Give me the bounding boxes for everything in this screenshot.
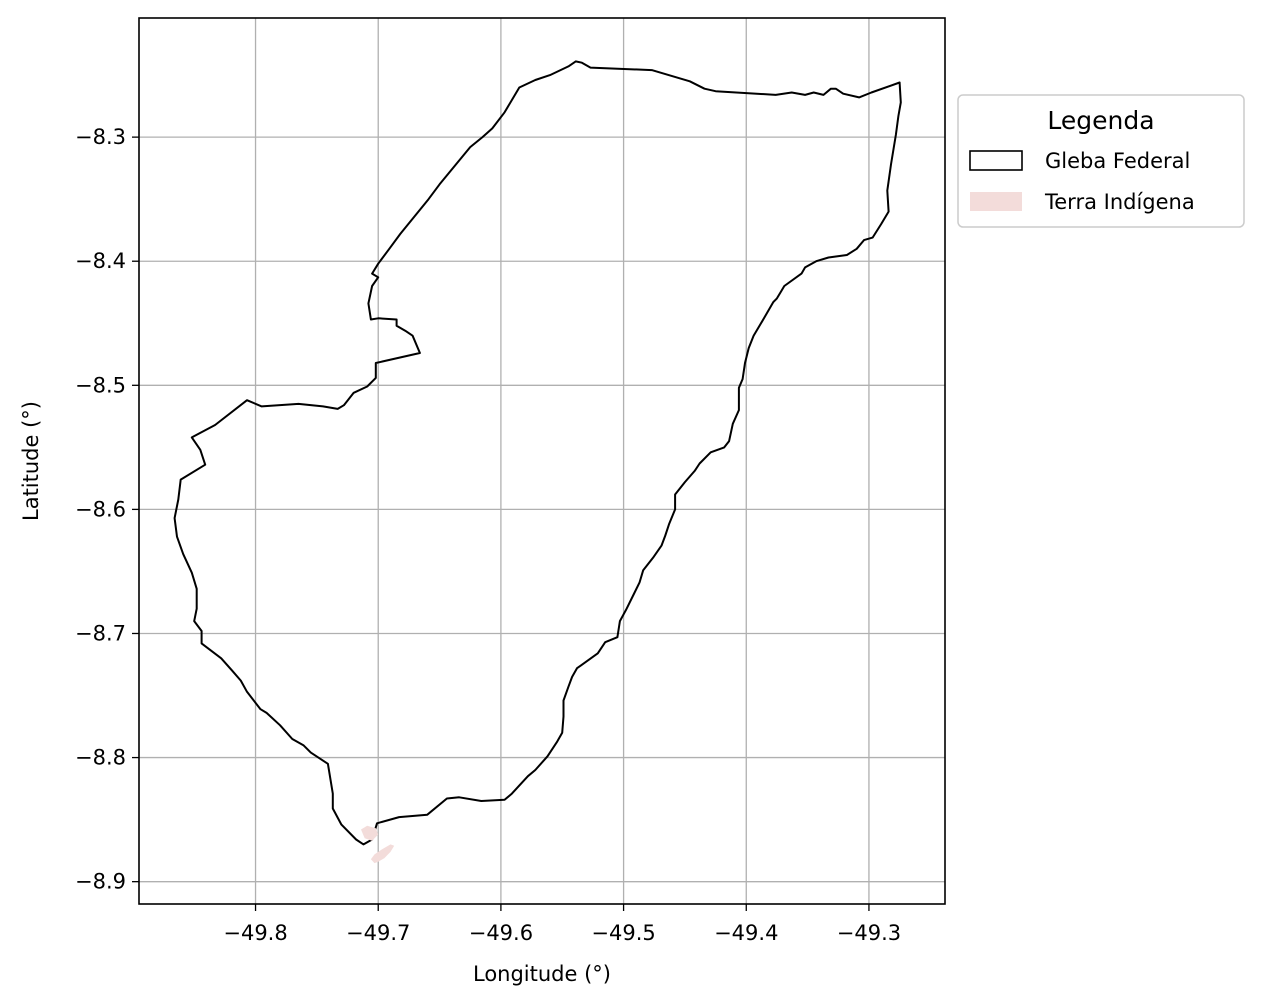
map-polygons: [173, 60, 902, 864]
terra-indigena-polygon: [370, 844, 395, 864]
gleba-federal-outline: [173, 60, 902, 846]
legend-swatch-gleba-federal: [969, 150, 1023, 171]
y-tick-label: −8.9: [75, 870, 126, 894]
y-tick-label: −8.7: [75, 621, 126, 645]
x-tick-label: −49.8: [223, 921, 287, 945]
legend-label-terra-indigena: Terra Indígena: [1044, 190, 1195, 214]
x-tick-label: −49.7: [346, 921, 410, 945]
y-tick-label: −8.6: [75, 497, 126, 521]
grid-lines: [139, 18, 945, 904]
y-tick-label: −8.4: [75, 249, 126, 273]
x-tick-label: −49.4: [714, 921, 778, 945]
y-tick-label: −8.5: [75, 373, 126, 397]
x-tick-label: −49.6: [469, 921, 533, 945]
legend: Legenda Gleba Federal Terra Indígena: [957, 94, 1245, 228]
x-tick-label: −49.3: [837, 921, 901, 945]
legend-frame: [957, 94, 1245, 228]
legend-title: Legenda: [1047, 106, 1154, 135]
terra-indigena-polygon: [361, 825, 379, 841]
y-tick-label: −8.3: [75, 125, 126, 149]
axis-ticks: −49.8 −49.7 −49.6 −49.5 −49.4 −49.3 −8.3 −8.4 −8…: [75, 125, 901, 945]
axes-frame: [138, 17, 946, 905]
x-tick-label: −49.5: [591, 921, 655, 945]
x-axis-label: Longitude (°): [473, 962, 611, 986]
y-tick-label: −8.8: [75, 746, 126, 770]
legend-label-gleba-federal: Gleba Federal: [1045, 149, 1190, 173]
legend-swatch-terra-indigena: [970, 192, 1022, 211]
y-axis-label: Latitude (°): [19, 401, 43, 521]
